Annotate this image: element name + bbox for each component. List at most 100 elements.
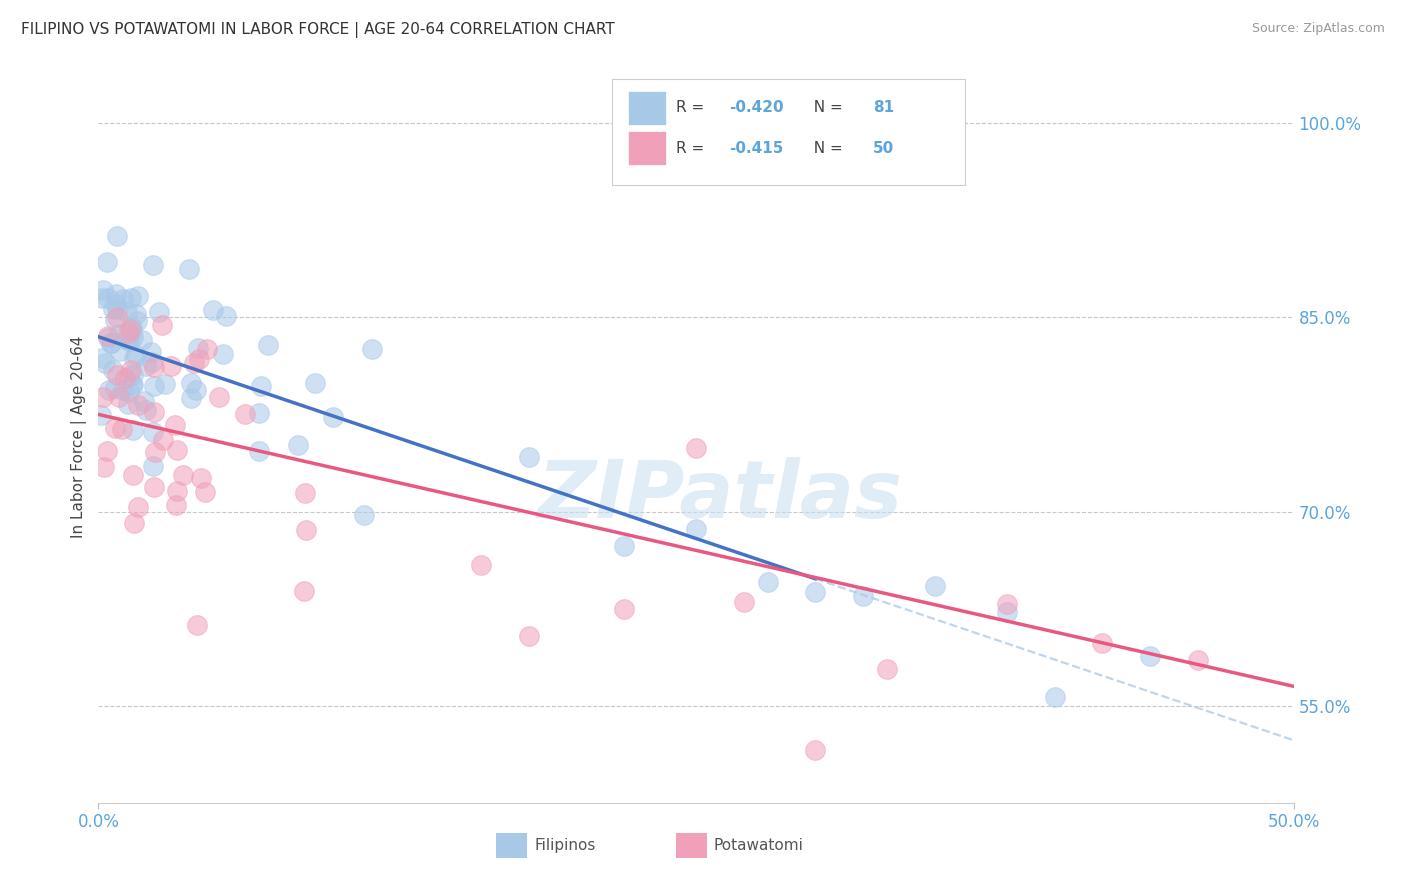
Point [91, 283, 114, 297]
Point [97, 329, 120, 343]
FancyBboxPatch shape [676, 833, 707, 858]
Text: R =: R = [676, 101, 709, 115]
Point [233, 408, 256, 422]
Point [122, 368, 145, 382]
Point [139, 345, 162, 359]
Point [613, 540, 636, 554]
Point [150, 318, 173, 333]
Point [96, 254, 118, 268]
Point [132, 394, 155, 409]
Point [142, 379, 165, 393]
Point [125, 348, 148, 362]
Point [142, 259, 165, 273]
Point [91, 390, 114, 404]
Point [804, 585, 827, 599]
Text: N =: N = [804, 101, 848, 115]
Point [105, 296, 128, 310]
Text: R =: R = [676, 141, 709, 156]
Point [142, 458, 165, 473]
Point [117, 397, 139, 411]
Point [186, 618, 208, 632]
Point [208, 390, 231, 404]
Point [470, 558, 492, 573]
Point [166, 483, 188, 498]
Point [756, 574, 779, 589]
Point [613, 602, 636, 616]
Point [1043, 690, 1066, 704]
Point [96, 444, 118, 458]
Point [180, 391, 202, 405]
Point [143, 404, 166, 418]
Point [179, 261, 201, 276]
Point [153, 376, 176, 391]
Point [104, 421, 127, 435]
FancyBboxPatch shape [628, 91, 666, 125]
Point [172, 467, 194, 482]
Point [118, 322, 141, 336]
Point [187, 341, 209, 355]
Point [121, 319, 143, 334]
Point [257, 338, 280, 352]
Point [121, 330, 143, 344]
Point [143, 445, 166, 459]
Point [188, 351, 211, 366]
Point [287, 437, 309, 451]
Point [190, 471, 212, 485]
Point [249, 406, 271, 420]
Point [103, 362, 125, 376]
Point [122, 378, 145, 392]
FancyBboxPatch shape [496, 833, 527, 858]
Point [148, 305, 170, 319]
Point [121, 376, 143, 391]
Point [118, 385, 141, 400]
Point [733, 595, 755, 609]
Point [97, 331, 120, 345]
Point [111, 422, 134, 436]
Point [127, 500, 149, 514]
Point [108, 343, 131, 358]
Point [115, 332, 138, 346]
Point [124, 516, 146, 531]
Point [294, 486, 316, 500]
Point [685, 522, 707, 536]
Point [118, 334, 141, 349]
Point [804, 743, 827, 757]
Point [304, 376, 326, 390]
Point [97, 384, 120, 398]
Point [105, 368, 128, 383]
Point [165, 498, 187, 512]
Text: ZIPatlas: ZIPatlas [537, 457, 903, 534]
Point [195, 342, 218, 356]
Point [122, 423, 145, 437]
Point [121, 324, 143, 338]
Text: Filipinos: Filipinos [534, 838, 596, 853]
Point [212, 347, 235, 361]
Text: FILIPINO VS POTAWATOMI IN LABOR FORCE | AGE 20-64 CORRELATION CHART: FILIPINO VS POTAWATOMI IN LABOR FORCE | … [21, 22, 614, 38]
Point [121, 291, 143, 305]
Point [142, 360, 165, 375]
Point [127, 314, 149, 328]
Point [105, 229, 128, 244]
Point [101, 301, 124, 316]
Point [353, 508, 375, 522]
Point [322, 409, 344, 424]
Point [105, 302, 128, 317]
Point [247, 444, 270, 458]
Point [100, 335, 122, 350]
Point [160, 359, 183, 374]
Point [163, 418, 186, 433]
Point [97, 291, 120, 305]
Text: -0.415: -0.415 [730, 141, 783, 156]
Point [104, 381, 127, 395]
Point [135, 403, 157, 417]
Text: Potawatomi: Potawatomi [714, 838, 804, 853]
Point [104, 313, 127, 327]
Point [141, 355, 163, 369]
Point [142, 425, 165, 439]
Point [685, 441, 707, 455]
Text: 81: 81 [873, 101, 894, 115]
Point [184, 383, 207, 397]
Point [115, 305, 138, 319]
Point [91, 291, 114, 305]
Point [118, 369, 141, 384]
